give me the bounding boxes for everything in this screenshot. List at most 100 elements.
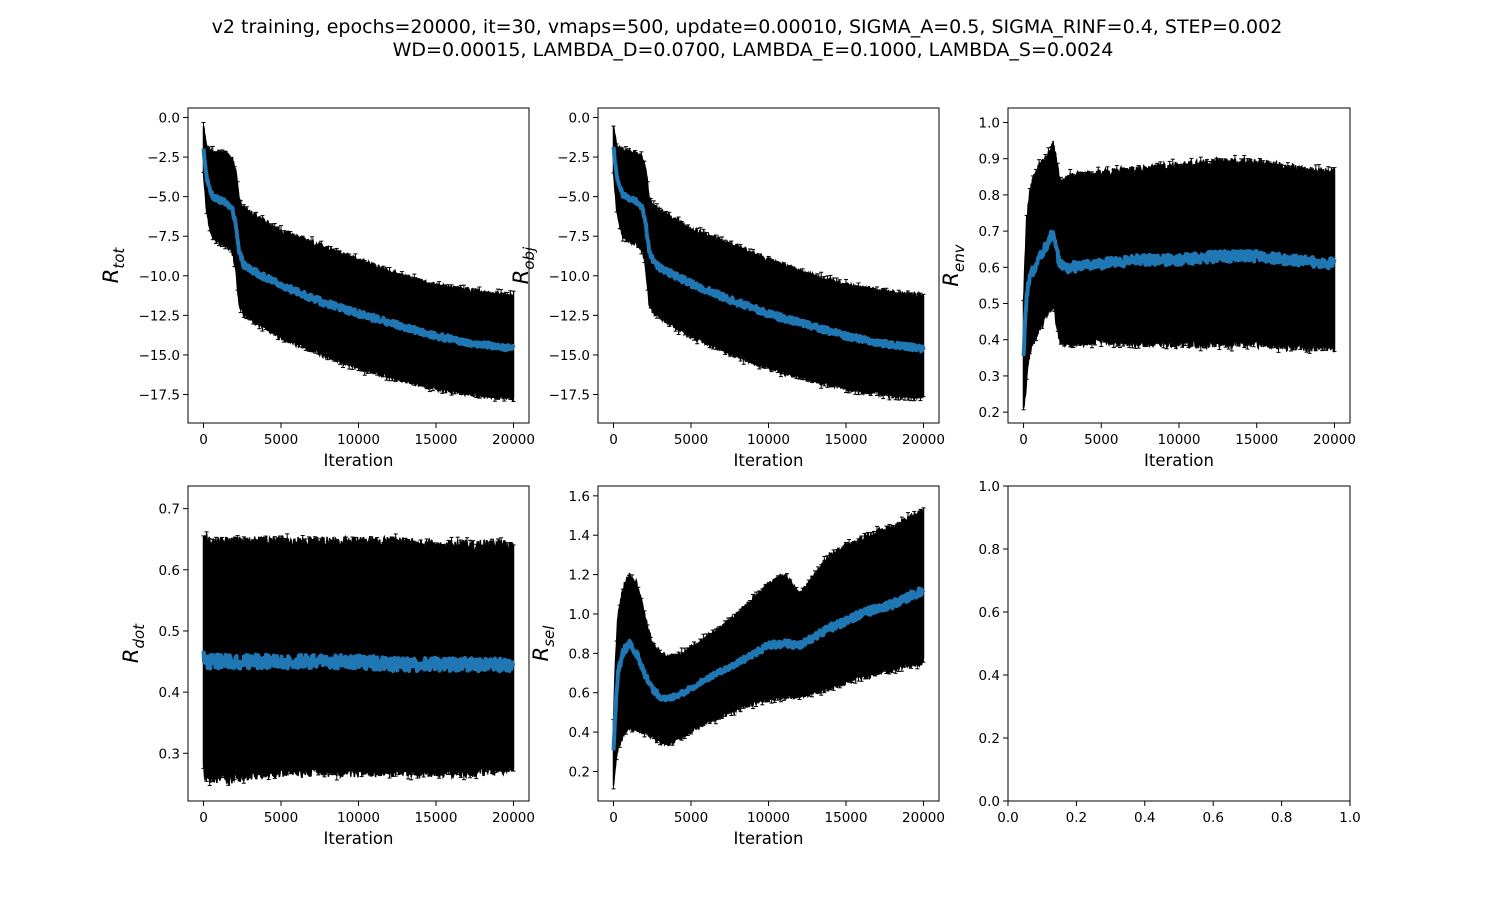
y-tick-label: 0.2: [569, 764, 590, 780]
y-tick-label: 0.6: [569, 686, 590, 702]
x-tick-label: 15000: [1235, 432, 1278, 448]
y-tick-label: 0.6: [979, 260, 1000, 276]
error-bar-caps-series-0: [201, 531, 516, 786]
x-tick-label: 15000: [415, 432, 458, 448]
y-tick-label: 0.0: [979, 794, 1000, 810]
y-tick-label: −17.5: [139, 388, 180, 404]
y-axis-label: Rdot: [119, 623, 148, 663]
y-tick-label: 0.5: [159, 624, 180, 640]
y-tick-label: 0.6: [979, 605, 1000, 621]
subplot-bottom-middle: 0 5000 10000 15000 20000 0.2 0.4 0.6 0.8 1.0 1.2 1.…: [529, 485, 945, 848]
axes-frame: [1007, 485, 1351, 802]
y-axis-label: Rsel: [529, 625, 558, 662]
subplot-top-left: 0 5000 10000 15000 20000 0.0 −2.5 −5.0 −7.5 −10.0…: [99, 107, 535, 470]
mean-line-series-0: [201, 650, 516, 674]
y-tick-label: −17.5: [549, 388, 590, 404]
y-tick-label: 0.2: [979, 731, 1000, 747]
x-axis-label: Iteration: [324, 451, 394, 470]
y-tick-label: 1.2: [569, 568, 590, 584]
subplot-grid: 0 5000 10000 15000 20000 0.0 −2.5 −5.0 −7.5 −10.0…: [99, 107, 1361, 848]
subplot-bottom-right: 0.0 0.2 0.4 0.6 0.8 1.0 0.0 0.2 0.4 0.6 0.8 1.0: [979, 479, 1361, 826]
y-tick-label: 1.6: [569, 489, 590, 505]
x-tick-label: 5000: [674, 432, 708, 448]
x-tick-label: 10000: [747, 810, 790, 826]
x-axis-label: Iteration: [1144, 451, 1214, 470]
y-tick-label: −5.0: [557, 190, 590, 206]
y-tick-label: 0.4: [569, 725, 590, 741]
y-tick-label: 0.8: [569, 646, 590, 662]
x-tick-label: 20000: [1313, 432, 1356, 448]
error-bar-caps-series-0: [1021, 146, 1337, 411]
y-tick-label: 1.0: [979, 115, 1000, 131]
x-tick-label: 0.0: [997, 810, 1018, 826]
y-tick-label: 0.0: [159, 110, 180, 126]
error-bars-series-0: [1022, 140, 1336, 409]
y-tick-label: −12.5: [139, 308, 180, 324]
y-tick-label: 1.0: [979, 479, 1000, 495]
y-tick-label: −15.0: [549, 348, 590, 364]
x-tick-label: 0: [199, 432, 208, 448]
y-tick-label: 1.0: [569, 607, 590, 623]
x-tick-label: 15000: [415, 810, 458, 826]
x-tick-label: 0: [1019, 432, 1028, 448]
mean-line-series-0: [1021, 229, 1337, 357]
y-tick-label: 0.7: [979, 224, 1000, 240]
mean-line-series-0: [611, 146, 926, 354]
plot-area: [201, 531, 516, 786]
subplot-bottom-left: 0 5000 10000 15000 20000 0.3 0.4 0.5 0.6 0.7 Itera…: [119, 485, 535, 848]
x-tick-label: 20000: [492, 810, 535, 826]
x-axis-label: Iteration: [324, 829, 394, 848]
x-tick-label: 20000: [492, 432, 535, 448]
x-tick-label: 20000: [902, 810, 945, 826]
x-tick-label: 0: [199, 810, 208, 826]
y-tick-label: 0.3: [159, 746, 180, 762]
y-tick-label: 0.7: [159, 502, 180, 518]
x-tick-label: 10000: [747, 432, 790, 448]
figure-title-line2: WD=0.00015, LAMBDA_D=0.0700, LAMBDA_E=0.…: [393, 39, 1114, 61]
y-tick-label: −5.0: [147, 190, 180, 206]
y-axis-label: Rtot: [99, 247, 128, 284]
y-tick-label: 1.4: [569, 528, 590, 544]
x-tick-label: 0.8: [1271, 810, 1292, 826]
y-tick-label: −2.5: [147, 150, 180, 166]
y-axis-label: Robj: [509, 246, 538, 284]
y-tick-label: 0.6: [159, 563, 180, 579]
y-tick-label: 0.4: [979, 668, 1000, 684]
plot-area: [1021, 140, 1337, 411]
plot-area: [201, 121, 516, 403]
mean-line-series-0: [201, 148, 516, 353]
x-tick-label: 5000: [264, 810, 298, 826]
y-tick-label: −12.5: [549, 308, 590, 324]
y-tick-label: 0.8: [979, 542, 1000, 558]
x-tick-label: 0.2: [1066, 810, 1087, 826]
y-tick-label: −15.0: [139, 348, 180, 364]
plot-area: [611, 507, 926, 790]
error-bar-caps-series-0: [611, 125, 926, 402]
y-axis-label: Renv: [939, 243, 968, 286]
x-axis-label: Iteration: [734, 451, 804, 470]
y-tick-label: 0.9: [979, 152, 1000, 168]
x-tick-label: 0.4: [1134, 810, 1155, 826]
subplot-top-middle: 0 5000 10000 15000 20000 0.0 −2.5 −5.0 −7.5 −10.0…: [509, 107, 945, 470]
y-tick-label: 0.4: [159, 685, 180, 701]
y-tick-label: 0.0: [569, 110, 590, 126]
x-tick-label: 5000: [674, 810, 708, 826]
x-tick-label: 5000: [1084, 432, 1118, 448]
x-tick-label: 0: [609, 810, 618, 826]
x-tick-label: 15000: [825, 432, 868, 448]
x-tick-label: 10000: [337, 810, 380, 826]
error-bar-caps-series-0: [201, 121, 516, 403]
x-tick-label: 0.6: [1202, 810, 1223, 826]
y-tick-label: 0.5: [979, 297, 1000, 313]
figure-title-line1: v2 training, epochs=20000, it=30, vmaps=…: [212, 16, 1283, 38]
mean-line-series-0: [611, 586, 926, 751]
x-tick-label: 0: [609, 432, 618, 448]
x-tick-label: 10000: [337, 432, 380, 448]
y-tick-label: 0.8: [979, 188, 1000, 204]
y-tick-label: −7.5: [147, 229, 180, 245]
x-tick-label: 20000: [902, 432, 945, 448]
y-tick-label: −10.0: [139, 269, 180, 285]
plot-area: [611, 125, 926, 402]
x-tick-label: 5000: [264, 432, 298, 448]
